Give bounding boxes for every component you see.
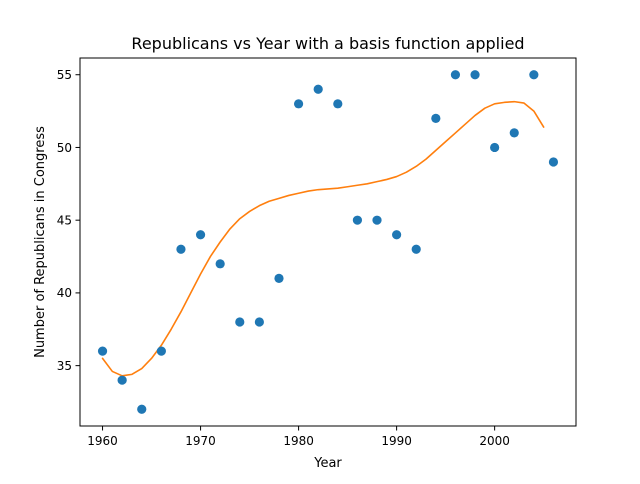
- data-point: [176, 244, 186, 254]
- points-layer: [97, 70, 559, 414]
- data-point: [117, 375, 127, 385]
- x-axis-label: Year: [313, 456, 342, 471]
- y-tick-label: 40: [57, 286, 72, 300]
- data-point: [254, 317, 264, 327]
- chart-title: Republicans vs Year with a basis functio…: [131, 34, 524, 53]
- x-tick-label: 1970: [185, 434, 216, 448]
- data-point: [313, 84, 323, 94]
- data-point: [274, 273, 284, 283]
- data-point: [195, 230, 206, 240]
- x-tick-label: 1960: [87, 434, 118, 448]
- x-tick-label: 1980: [283, 434, 314, 448]
- data-point: [470, 70, 480, 80]
- x-tick-label: 2000: [479, 434, 510, 448]
- data-point: [333, 99, 343, 109]
- fit-curve: [101, 100, 545, 377]
- data-point: [450, 70, 461, 80]
- plot-area: [79, 57, 577, 427]
- data-point: [509, 128, 519, 138]
- data-point: [431, 113, 441, 123]
- plot-background: [80, 58, 576, 426]
- data-point: [97, 346, 108, 356]
- data-point: [529, 70, 539, 80]
- x-tick-label: 1990: [381, 434, 412, 448]
- y-tick-label: 35: [57, 359, 72, 373]
- plot-frame: [79, 57, 577, 427]
- data-point: [372, 215, 382, 225]
- data-point: [352, 215, 363, 225]
- data-point: [411, 244, 421, 254]
- data-point: [392, 230, 402, 240]
- data-point: [490, 142, 500, 153]
- fit-layer: [101, 100, 545, 377]
- data-point: [156, 346, 166, 356]
- y-tick-label: 45: [57, 213, 72, 227]
- y-axis-label: Number of Republicans in Congress: [33, 126, 48, 358]
- y-tick-label: 55: [57, 68, 72, 82]
- x-axis: 1960 1970 1980 1990 2000: [87, 426, 510, 448]
- data-point: [235, 317, 245, 327]
- y-axis: 35 40 45 50 55: [57, 68, 80, 373]
- data-point: [548, 157, 559, 167]
- data-point: [215, 259, 225, 269]
- y-tick-label: 50: [57, 141, 72, 155]
- data-point: [293, 99, 304, 109]
- data-point: [137, 404, 147, 414]
